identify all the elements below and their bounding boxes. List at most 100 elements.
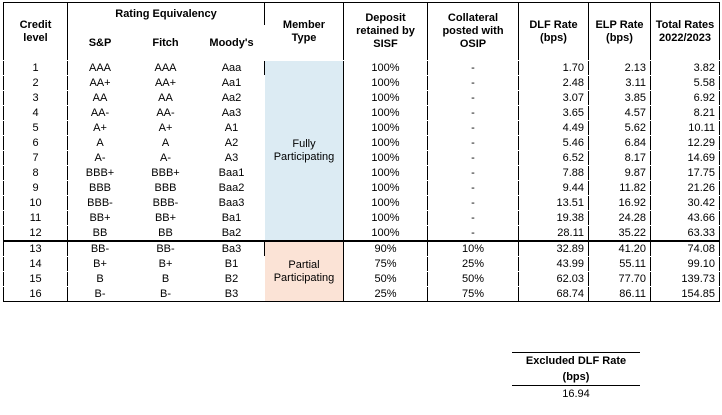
sp-rating-cell: AA: [67, 90, 133, 106]
credit-level-cell: 9: [3, 180, 68, 196]
fitch-rating-cell: BBB-: [132, 195, 199, 211]
moodys-rating-cell: A3: [198, 150, 265, 166]
elp-rate-cell: 11.82: [588, 180, 651, 196]
table-row: 7 A- A- A3 100% -6.52 8.17 14.69: [3, 150, 720, 166]
fitch-rating-cell: BB-: [132, 240, 199, 257]
elp-rate-cell: 55.11: [588, 256, 651, 272]
sp-rating-cell: BB+: [67, 210, 133, 226]
total-rate-cell: 30.42: [650, 195, 720, 211]
excluded-dlf-header: Excluded DLF Rate (bps): [512, 352, 640, 386]
total-rate-cell: 63.33: [650, 225, 720, 242]
deposit-cell: 100%: [343, 120, 428, 136]
elp-rate-cell: 2.13: [588, 60, 651, 76]
table-row: 14 B+ B+ B1 75% 25% 43.99 55.11 99.10: [3, 256, 720, 272]
member-type-cell: Partial Participating: [264, 240, 344, 302]
total-rate-cell: 10.11: [650, 120, 720, 136]
fitch-rating-cell: A: [132, 135, 199, 151]
table-row: 10 BBB- BBB- Baa3 100% -13.51 16.92 30.42: [3, 195, 720, 211]
sp-header: S&P: [67, 25, 133, 61]
fitch-rating-cell: B: [132, 271, 199, 287]
moodys-rating-cell: Aa1: [198, 75, 265, 91]
sp-rating-cell: AA-: [67, 105, 133, 121]
deposit-cell: 100%: [343, 195, 428, 211]
dlf-rate-cell: 13.51: [518, 195, 589, 211]
total-rate-cell: 3.82: [650, 60, 720, 76]
table-row: 16 B- B- B3 25% 75% 68.74 86.11 154.85: [3, 286, 720, 302]
elp-rate-header: ELP Rate (bps): [588, 2, 651, 61]
deposit-cell: 100%: [343, 165, 428, 181]
collateral-cell: -: [427, 105, 519, 121]
dlf-rate-cell: 5.46: [518, 135, 589, 151]
deposit-cell: 100%: [343, 75, 428, 91]
sp-rating-cell: AA+: [67, 75, 133, 91]
deposit-cell: 100%: [343, 105, 428, 121]
moodys-rating-cell: Aaa: [198, 60, 265, 76]
deposit-cell: 100%: [343, 60, 428, 76]
deposit-cell: 100%: [343, 180, 428, 196]
total-rate-cell: 74.08: [650, 240, 720, 257]
collateral-cell: 50%: [427, 271, 519, 287]
dlf-rate-cell: 9.44: [518, 180, 589, 196]
elp-rate-cell: 5.62: [588, 120, 651, 136]
deposit-cell: 90%: [343, 240, 428, 257]
table-row: 2 AA+ AA+ Aa1 100% -2.48 3.11 5.58: [3, 75, 720, 91]
sp-rating-cell: BB-: [67, 240, 133, 257]
dlf-rate-cell: 62.03: [518, 271, 589, 287]
moodys-rating-cell: A1: [198, 120, 265, 136]
total-rate-cell: 14.69: [650, 150, 720, 166]
collateral-cell: -: [427, 165, 519, 181]
excluded-dlf-value: 16.94: [562, 388, 590, 400]
sp-rating-cell: AAA: [67, 60, 133, 76]
collateral-cell: -: [427, 180, 519, 196]
credit-level-cell: 8: [3, 165, 68, 181]
collateral-cell: -: [427, 225, 519, 242]
dlf-rate-cell: 68.74: [518, 286, 589, 302]
deposit-cell: 100%: [343, 225, 428, 242]
credit-level-cell: 1: [3, 60, 68, 76]
member-type-cell: Fully Participating: [264, 60, 344, 242]
credit-level-cell: 7: [3, 150, 68, 166]
credit-level-cell: 4: [3, 105, 68, 121]
dlf-rate-cell: 4.49: [518, 120, 589, 136]
sp-rating-cell: A+: [67, 120, 133, 136]
total-rate-cell: 6.92: [650, 90, 720, 106]
moodys-rating-cell: Ba2: [198, 225, 265, 242]
total-rate-cell: 21.26: [650, 180, 720, 196]
moodys-rating-cell: Baa3: [198, 195, 265, 211]
elp-rate-cell: 9.87: [588, 165, 651, 181]
credit-level-cell: 2: [3, 75, 68, 91]
elp-rate-cell: 41.20: [588, 240, 651, 257]
total-rate-cell: 139.73: [650, 271, 720, 287]
total-rates-header: Total Rates 2022/2023: [650, 2, 720, 61]
moodys-rating-cell: Baa1: [198, 165, 265, 181]
dlf-rate-cell: 6.52: [518, 150, 589, 166]
total-rate-cell: 43.66: [650, 210, 720, 226]
credit-level-cell: 5: [3, 120, 68, 136]
elp-rate-cell: 6.84: [588, 135, 651, 151]
credit-level-cell: 10: [3, 195, 68, 211]
credit-level-cell: 13: [3, 240, 68, 257]
elp-rate-cell: 3.11: [588, 75, 651, 91]
fitch-rating-cell: BBB+: [132, 165, 199, 181]
sp-rating-cell: BBB: [67, 180, 133, 196]
fitch-rating-cell: BB: [132, 225, 199, 242]
fitch-rating-cell: AA: [132, 90, 199, 106]
deposit-cell: 75%: [343, 256, 428, 272]
moodys-rating-cell: Ba3: [198, 240, 265, 257]
dlf-rate-cell: 3.65: [518, 105, 589, 121]
sp-rating-cell: BBB-: [67, 195, 133, 211]
fitch-rating-cell: BB+: [132, 210, 199, 226]
dlf-rate-cell: 19.38: [518, 210, 589, 226]
sp-rating-cell: A-: [67, 150, 133, 166]
fitch-rating-cell: B+: [132, 256, 199, 272]
fitch-rating-cell: A+: [132, 120, 199, 136]
total-rate-cell: 17.75: [650, 165, 720, 181]
collateral-cell: -: [427, 120, 519, 136]
table-row: 12 BB BB Ba2 100% -28.11 35.22 63.33: [3, 225, 720, 242]
credit-level-cell: 14: [3, 256, 68, 272]
table-row: 13 BB- BB- Ba3 Partial Participating 90% 10% 32.…: [3, 240, 720, 302]
dlf-rate-cell: 7.88: [518, 165, 589, 181]
dlf-rate-cell: 1.70: [518, 60, 589, 76]
credit-level-cell: 11: [3, 210, 68, 226]
member-type-header: Member Type: [264, 2, 344, 61]
